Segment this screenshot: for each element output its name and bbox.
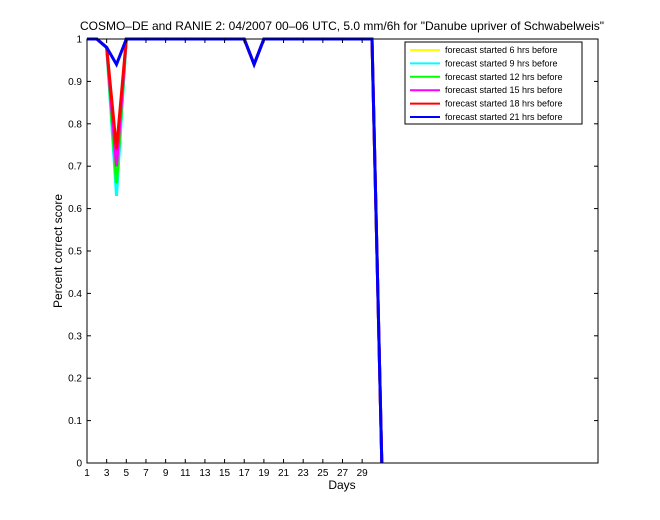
legend-label-2: forecast started 9 hrs before	[445, 58, 558, 68]
x-tick-label: 21	[278, 468, 290, 479]
y-tick-label: 0	[76, 459, 82, 470]
x-tick-label: 19	[258, 468, 270, 479]
y-tick-label: 0.4	[68, 289, 82, 300]
legend-label-3: forecast started 12 hrs before	[445, 72, 563, 82]
x-tick-label: 13	[199, 468, 211, 479]
x-tick-label: 25	[317, 468, 329, 479]
y-tick-label: 0.1	[68, 416, 82, 427]
x-tick-label: 7	[143, 468, 149, 479]
y-axis-label: Percent correct score	[51, 194, 65, 308]
chart-title: COSMO–DE and RANIE 2: 04/2007 00–06 UTC,…	[80, 19, 604, 33]
x-tick-label: 5	[124, 468, 130, 479]
legend-label-5: forecast started 18 hrs before	[445, 99, 563, 109]
legend-label-6: forecast started 21 hrs before	[445, 112, 563, 122]
x-tick-label: 9	[163, 468, 169, 479]
x-tick-label: 1	[84, 468, 90, 479]
x-tick-label: 27	[337, 468, 349, 479]
y-tick-label: 0.8	[68, 119, 82, 130]
x-tick-label: 23	[298, 468, 310, 479]
y-tick-label: 0.7	[68, 162, 82, 173]
legend: forecast started 6 hrs before forecast st…	[404, 41, 583, 125]
legend-label-1: forecast started 6 hrs before	[445, 45, 558, 55]
y-tick-label: 0.9	[68, 77, 82, 88]
y-tick-label: 0.6	[68, 204, 82, 215]
x-axis: 1 3 5 7 9 11 13 15 17 19 21 23 25 27 29	[84, 39, 368, 479]
y-tick-label: 0.3	[68, 331, 82, 342]
x-tick-label: 3	[104, 468, 110, 479]
legend-label-4: forecast started 15 hrs before	[445, 85, 563, 95]
x-axis-label: Days	[328, 478, 355, 492]
x-tick-label: 11	[180, 468, 191, 479]
y-tick-label: 0.2	[68, 374, 82, 385]
x-tick-label: 15	[219, 468, 231, 479]
y-tick-label: 0.5	[68, 247, 82, 258]
x-tick-label: 17	[239, 468, 251, 479]
y-axis: 0 0.1 0.2 0.3 0.4 0.5 0.6 0.7 0.8 0.9 1	[68, 35, 598, 470]
legend-box	[404, 41, 583, 125]
y-tick-label: 1	[76, 35, 82, 46]
x-tick-label: 29	[357, 468, 369, 479]
